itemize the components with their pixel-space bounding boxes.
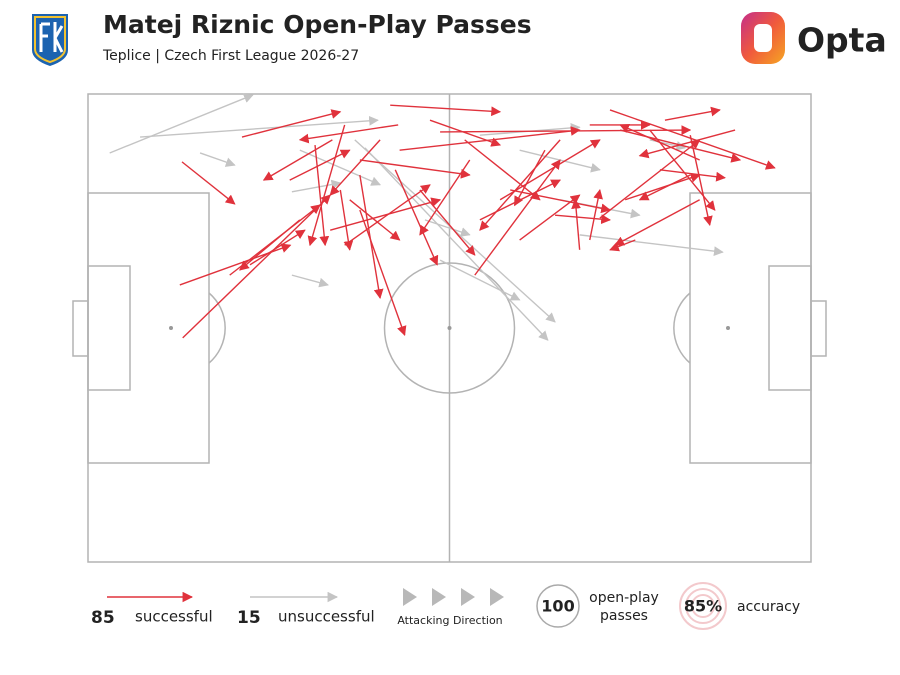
total-label: passes — [600, 608, 648, 624]
pass-arrow — [589, 188, 603, 241]
chart-subtitle: Teplice | Czech First League 2026-27 — [102, 48, 359, 64]
pass-arrow — [307, 124, 346, 247]
pass-arrow — [624, 173, 701, 201]
pass-arrow — [109, 93, 254, 154]
pass-arrow — [638, 174, 691, 201]
pass-arrow — [298, 124, 399, 144]
legend: 85 successful 15 unsuccessful Attacking … — [91, 582, 800, 630]
direction-arrows — [403, 588, 504, 606]
pass-arrow — [182, 194, 331, 339]
pass-arrow — [249, 229, 306, 266]
pass-arrow — [571, 198, 581, 250]
pass-arrow — [291, 274, 329, 288]
total-value: 100 — [541, 597, 574, 616]
pass-arrow — [659, 169, 726, 182]
pass-arrow — [439, 259, 521, 301]
pass-arrow — [464, 139, 541, 201]
passes — [109, 93, 776, 341]
pass-arrow — [262, 139, 333, 181]
pass-arrow — [619, 123, 700, 161]
accuracy-value: 85% — [684, 597, 722, 616]
legend-count: 15 — [237, 608, 261, 628]
pass-arrow — [419, 189, 476, 256]
pass-arrow — [664, 106, 721, 121]
pass-arrow — [599, 139, 701, 219]
pass-arrow — [181, 161, 236, 205]
team-badge — [32, 14, 68, 66]
pass-arrow — [474, 159, 561, 276]
brand-logo — [741, 12, 785, 64]
pass-arrow — [429, 119, 502, 147]
pass-arrow — [614, 199, 700, 246]
pass-arrow — [609, 239, 636, 252]
pass-arrow — [554, 214, 611, 225]
legend-count: 85 — [91, 608, 115, 628]
pass-arrow — [239, 219, 301, 271]
pass-arrow — [609, 109, 776, 170]
pass-arrow — [364, 147, 549, 341]
pass-arrow — [199, 152, 236, 167]
legend-label: successful — [135, 608, 213, 626]
pass-arrow — [390, 104, 502, 117]
pass-arrow — [399, 126, 581, 151]
pass-arrow — [291, 179, 342, 193]
pass-arrow — [499, 139, 601, 201]
pass-arrow — [344, 184, 431, 246]
pass-arrow — [513, 149, 546, 207]
pass-arrow — [510, 189, 611, 214]
pass-arrow — [579, 234, 724, 256]
pass-arrow — [394, 169, 439, 266]
pass-arrow — [330, 197, 442, 231]
pass-arrow — [424, 219, 471, 237]
pass-arrow — [329, 139, 381, 196]
pass-arrow — [479, 139, 561, 231]
pass-arrow — [179, 243, 292, 286]
pass-arrow — [689, 135, 713, 226]
pass-arrow — [314, 144, 330, 247]
total-label: open-play — [589, 590, 659, 606]
direction-label: Attacking Direction — [397, 614, 502, 627]
pass-arrow — [359, 159, 471, 179]
pass-arrow — [241, 109, 342, 138]
accuracy-label: accuracy — [737, 599, 800, 615]
pass-arrow — [349, 199, 401, 241]
pass-arrow — [359, 209, 407, 336]
pass-arrow — [140, 115, 379, 138]
brand-name: Opta — [797, 21, 887, 60]
chart-title: Matej Riznic Open-Play Passes — [103, 10, 532, 39]
pass-arrow — [289, 149, 351, 181]
pass-arrow — [339, 189, 354, 251]
pass-arrow — [299, 149, 381, 186]
pass-arrow — [638, 129, 736, 159]
legend-label: unsuccessful — [278, 608, 375, 626]
